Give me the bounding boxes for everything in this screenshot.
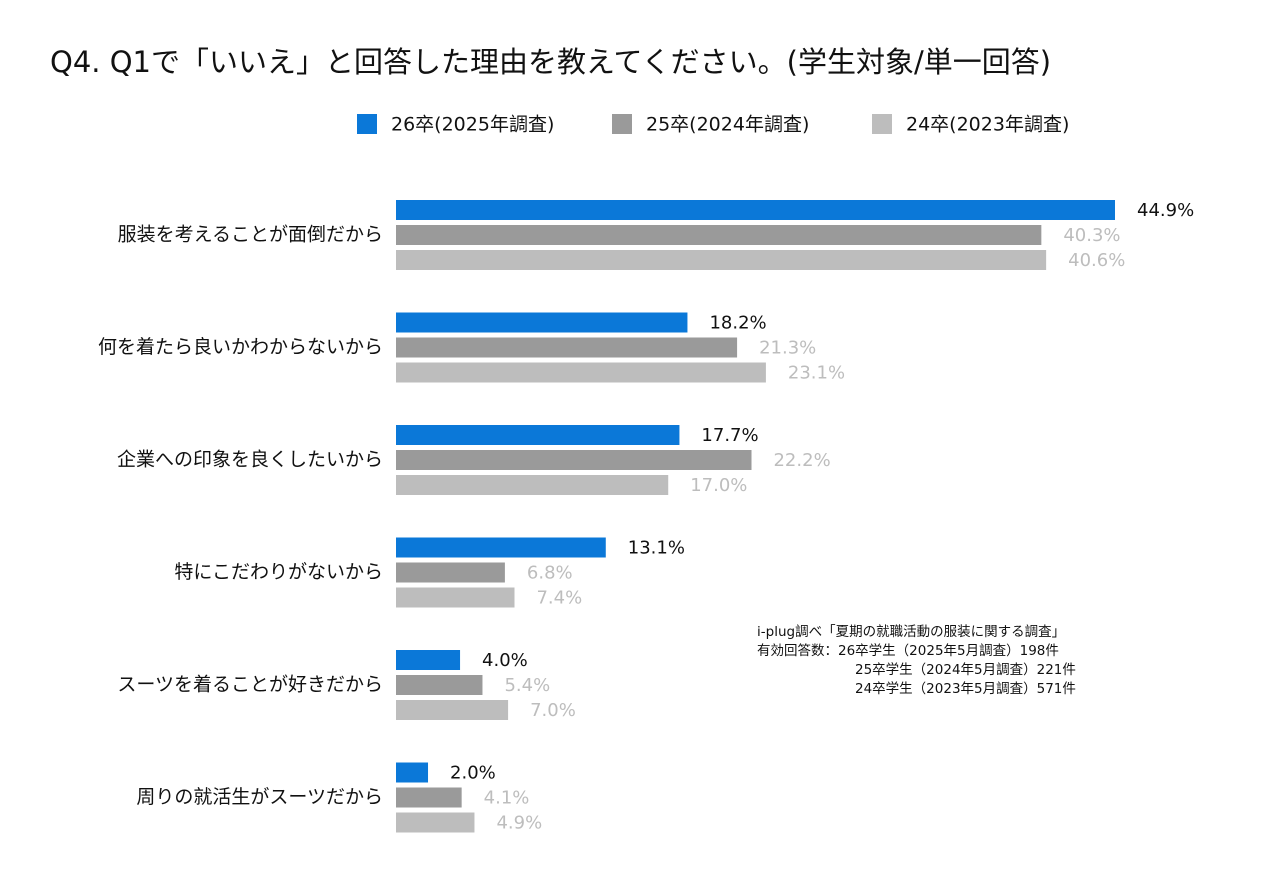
value-label: 7.4% — [536, 588, 582, 609]
bar — [396, 425, 680, 445]
bar — [396, 450, 752, 470]
bar — [396, 362, 766, 383]
value-label: 7.0% — [530, 700, 576, 721]
value-label: 40.3% — [1063, 225, 1120, 246]
bar — [396, 787, 462, 808]
legend-label: 24卒(2023年調査) — [906, 114, 1069, 136]
value-label: 13.1% — [628, 538, 685, 559]
bar — [396, 587, 515, 608]
bar — [396, 225, 1042, 245]
bar — [396, 475, 669, 495]
bar — [396, 650, 461, 670]
bar — [396, 200, 1115, 220]
value-label: 4.0% — [482, 650, 528, 671]
legend-label: 25卒(2024年調査) — [646, 114, 809, 136]
source-note: 25卒学生（2024年5月調査）221件 — [855, 662, 1076, 678]
value-label: 22.2% — [773, 450, 830, 471]
value-label: 18.2% — [709, 313, 766, 334]
source-note: 24卒学生（2023年5月調査）571件 — [855, 681, 1076, 697]
legend-swatch — [357, 114, 377, 134]
bar — [396, 562, 505, 583]
bar — [396, 700, 509, 720]
bar — [396, 537, 606, 558]
chart-title: Q4. Q1で「いいえ」と回答した理由を教えてください。(学生対象/単一回答) — [50, 45, 1051, 79]
value-label: 5.4% — [504, 675, 550, 696]
value-label: 17.0% — [690, 475, 747, 496]
value-label: 40.6% — [1068, 250, 1125, 271]
bar — [396, 250, 1047, 270]
bar — [396, 812, 475, 833]
category-label: 何を着たら良いかわからないから — [98, 336, 383, 358]
category-label: 服装を考えることが面倒だから — [118, 224, 383, 246]
value-label: 17.7% — [701, 425, 758, 446]
legend-swatch — [612, 114, 632, 134]
bar — [396, 762, 429, 783]
category-label: 特にこだわりがないから — [174, 561, 383, 583]
value-label: 21.3% — [759, 338, 816, 359]
value-label: 44.9% — [1137, 200, 1194, 221]
value-label: 4.1% — [484, 788, 530, 809]
bar — [396, 312, 688, 333]
source-note: 有効回答数：26卒学生（2025年5月調査）198件 — [757, 642, 1059, 659]
bar — [396, 675, 483, 695]
legend-swatch — [872, 114, 892, 134]
value-label: 6.8% — [527, 563, 573, 584]
value-label: 23.1% — [788, 363, 845, 384]
category-label: 周りの就活生がスーツだから — [136, 786, 383, 808]
value-label: 2.0% — [450, 763, 496, 784]
source-note: i-plug調べ「夏期の就職活動の服装に関する調査」 — [757, 624, 1065, 640]
category-label: 企業への印象を良くしたいから — [117, 449, 383, 471]
value-label: 4.9% — [496, 813, 542, 834]
category-label: スーツを着ることが好きだから — [117, 674, 383, 696]
legend-label: 26卒(2025年調査) — [391, 114, 554, 136]
bar — [396, 337, 738, 358]
